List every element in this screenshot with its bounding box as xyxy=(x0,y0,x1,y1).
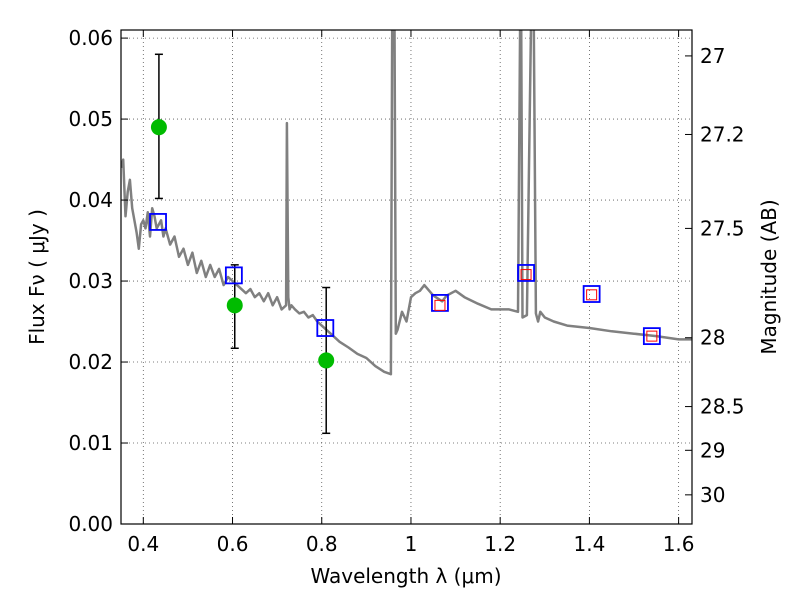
y2-tick-label: 28 xyxy=(700,326,725,350)
x-tick-label: 1.6 xyxy=(663,532,695,556)
y2-tick-label: 27.2 xyxy=(700,122,745,146)
model-photometry-marker xyxy=(517,264,535,282)
y2-tick-label: 28.5 xyxy=(700,395,745,419)
y-tick-label: 0.01 xyxy=(68,431,113,455)
x-tick-label: 0.6 xyxy=(217,532,249,556)
x-tick-label: 1 xyxy=(405,532,418,556)
plot-frame xyxy=(120,29,693,525)
model-photometry-marker xyxy=(149,213,167,231)
x-tick-label: 0.4 xyxy=(127,532,159,556)
x-tick-label: 1.4 xyxy=(573,532,605,556)
x-tick-label: 1.2 xyxy=(484,532,516,556)
ticks: 0.4 0.6 0.8 1 1.2 1.4 1.6 0.00 0.01 0.02 0.03 0.04 0… xyxy=(68,26,744,556)
y-axis-label: Flux Fν ( μJy ) xyxy=(25,209,49,345)
plot-area xyxy=(121,30,692,435)
y2-tick-label: 29 xyxy=(700,438,725,462)
model-photometry-marker xyxy=(224,266,243,285)
observed-point xyxy=(150,119,167,136)
model-photometry-marker xyxy=(316,319,335,337)
model-photometry-marker xyxy=(431,294,449,312)
inner-photometry-marker xyxy=(646,330,658,342)
y-tick-label: 0.05 xyxy=(68,107,113,131)
y-tick-label: 0.00 xyxy=(68,512,113,536)
y2-tick-label: 30 xyxy=(700,483,725,507)
y-tick-label: 0.03 xyxy=(68,269,113,293)
y-tick-label: 0.04 xyxy=(68,188,113,212)
observed-point xyxy=(226,297,243,314)
x-tick-label: 0.8 xyxy=(306,532,338,556)
y2-tick-label: 27 xyxy=(700,44,725,68)
y2-tick-label: 27.5 xyxy=(700,216,745,240)
inner-photometry-marker xyxy=(520,269,532,281)
inner-photometry-marker xyxy=(586,289,598,301)
observed-point xyxy=(318,352,335,369)
y-tick-label: 0.02 xyxy=(68,350,113,374)
model-photometry-marker xyxy=(582,285,601,303)
y-tick-label: 0.06 xyxy=(68,26,113,50)
model-photometry-marker xyxy=(642,327,661,346)
inner-photometry-marker xyxy=(434,299,446,311)
model-spectrum-line xyxy=(121,30,692,376)
y2-axis-label: Magnitude (AB) xyxy=(757,199,781,354)
x-axis-label: Wavelength λ (μm) xyxy=(310,564,501,588)
